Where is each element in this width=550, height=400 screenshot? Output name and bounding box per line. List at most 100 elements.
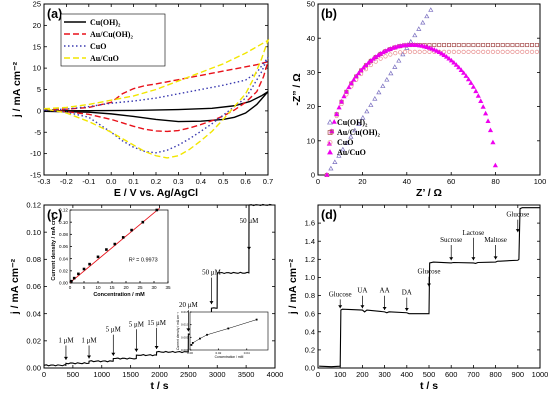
annotation-arrowhead	[404, 307, 409, 311]
x-tick-label: 40	[403, 177, 411, 186]
data-point	[534, 49, 540, 54]
data-point	[468, 80, 474, 85]
data-point	[372, 95, 378, 101]
inset-y-tick-label: 0.12	[59, 208, 68, 213]
data-point	[481, 43, 486, 48]
data-point	[365, 60, 371, 65]
x-tick-label: 20	[358, 177, 366, 186]
data-point	[352, 127, 358, 133]
inset-y-tick-label: 0.10	[59, 220, 68, 225]
data-point	[492, 162, 498, 168]
annotation-arrowhead	[427, 283, 431, 287]
x-tick-label: 1000	[93, 370, 110, 379]
data-point	[368, 102, 374, 107]
data-point	[420, 19, 426, 25]
annotation-label-8: Glucose	[506, 211, 529, 219]
data-point	[437, 43, 442, 48]
data-point	[461, 43, 466, 48]
y-tick-label: 25	[33, 0, 41, 9]
calibration-point	[155, 208, 159, 212]
data-point	[515, 49, 520, 54]
inset-y-tick-label: 0.005	[181, 335, 189, 339]
data-point	[427, 49, 432, 54]
x-tick-label: 0.2	[151, 177, 161, 186]
y-tick-label: 20	[33, 21, 41, 30]
y-tick-label: -5	[34, 128, 41, 137]
data-point	[534, 43, 539, 48]
data-point	[525, 43, 530, 48]
data-point	[436, 49, 442, 55]
y-tick-label: 5	[37, 85, 41, 94]
data-point	[336, 104, 342, 110]
x-tick-label: 0.4	[196, 177, 206, 186]
data-point	[417, 49, 422, 54]
data-point	[328, 165, 334, 171]
data-point	[515, 43, 520, 48]
data-point	[456, 64, 462, 70]
inset-x-tick-label: 20	[123, 285, 129, 290]
y-tick-label: 1.6	[305, 219, 315, 228]
low-point	[199, 337, 201, 340]
data-point	[407, 49, 413, 54]
y-tick-label: 0.10	[26, 228, 41, 237]
data-point	[360, 64, 367, 70]
data-point	[471, 43, 476, 48]
inset-x-title: Concentration / mM	[215, 355, 244, 359]
data-point	[393, 51, 398, 56]
y-tick-label: 20	[307, 102, 315, 111]
data-point	[327, 140, 333, 145]
calibration-point	[121, 236, 125, 239]
y-tick-label: 30	[307, 68, 315, 77]
data-point	[434, 48, 440, 53]
inset-x-title: Concentration / mM	[93, 292, 145, 298]
data-point	[368, 62, 373, 68]
data-point	[404, 45, 410, 50]
data-point	[471, 49, 476, 54]
plot-frame	[317, 3, 541, 176]
annotation-arrowhead	[209, 301, 214, 305]
inset-y-title: Current density / mA cm⁻²	[50, 212, 57, 280]
x-tick-label: 3500	[238, 370, 255, 379]
data-point	[429, 46, 435, 51]
calibration-point	[82, 267, 86, 271]
y-axis-title: j / mA cm⁻²	[11, 61, 23, 118]
legend-label-3: Au/CuO	[90, 54, 119, 63]
y-tick-label: 10	[33, 64, 41, 73]
data-point	[351, 76, 357, 82]
inset-x-tick-label: 15	[109, 285, 115, 290]
calibration-point	[70, 279, 73, 283]
annotation-arrowhead	[471, 257, 476, 261]
x-tick-label: -0.1	[82, 177, 95, 186]
y-tick-label: 0.0	[305, 364, 315, 373]
y-tick-label: 0.08	[26, 255, 41, 264]
annotation-label-3: 5 μM	[129, 320, 145, 328]
data-point	[392, 64, 398, 69]
data-point	[380, 83, 386, 88]
data-point	[353, 73, 359, 79]
annotation-arrowhead	[87, 355, 92, 359]
x-tick-label: 0.7	[263, 177, 273, 186]
annotation-label-3: DA	[402, 289, 412, 297]
data-point	[346, 84, 352, 90]
data-point	[495, 49, 500, 54]
data-point	[510, 43, 515, 48]
data-point	[402, 49, 408, 55]
x-axis-title: t / s	[150, 380, 168, 392]
panel-c-amperometric-response: 0 500 1000 1500 2000 2500 3000 3500 4000 0.00 0.02…	[9, 201, 283, 392]
data-point	[481, 49, 486, 54]
x-tick-label: 0.6	[240, 177, 250, 186]
inset-y-title: Current density / mA cm⁻²	[176, 311, 180, 350]
data-point	[458, 67, 464, 72]
annotation-label-4: Glucose	[418, 268, 441, 276]
y-tick-label: 0.00	[26, 364, 41, 373]
calibration-point	[105, 248, 108, 251]
data-point	[490, 139, 496, 145]
data-point	[396, 57, 402, 63]
data-point	[416, 26, 422, 31]
annotation-arrowhead	[247, 246, 252, 250]
annotation-arrowhead	[111, 352, 116, 356]
inset-x-tick-label: 30	[151, 285, 157, 290]
x-tick-label: 1500	[122, 370, 139, 379]
data-point	[383, 54, 388, 59]
